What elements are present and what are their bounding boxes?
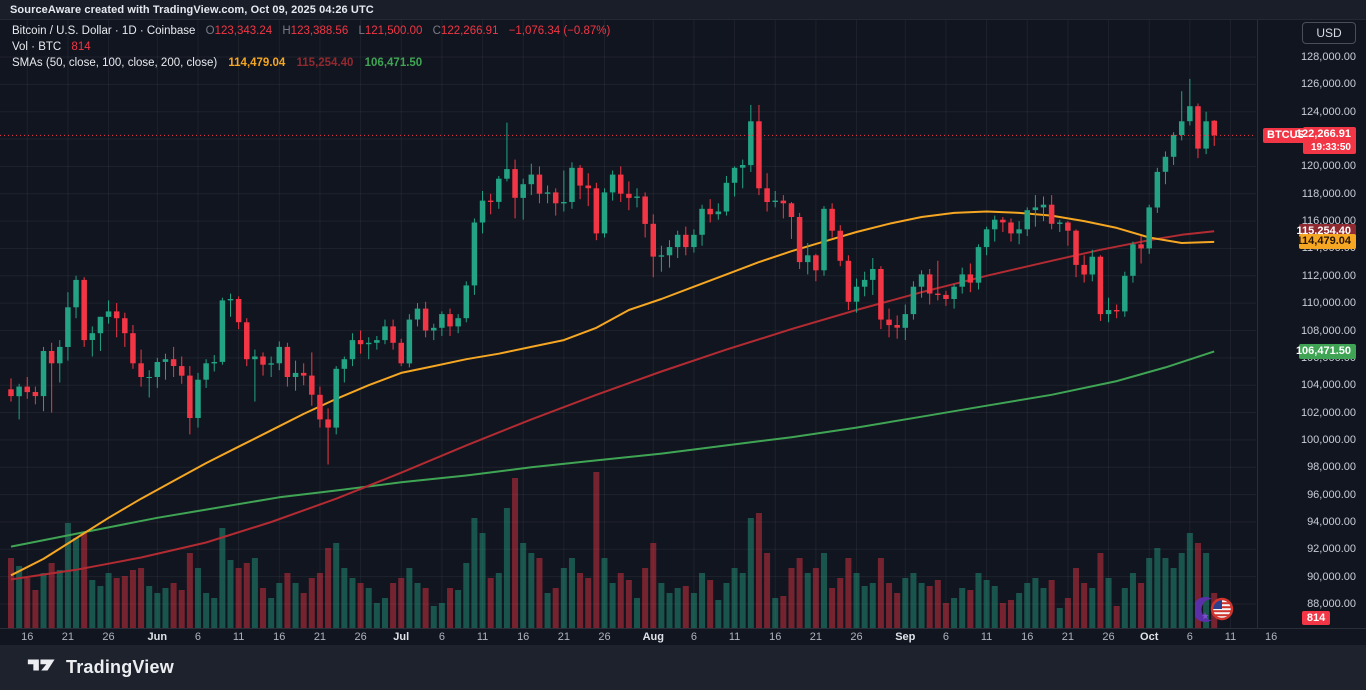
sma200-value: 106,471.50: [364, 57, 423, 69]
symbol-title: Bitcoin / U.S. Dollar · 1D · Coinbase: [12, 25, 196, 37]
symbol-legend-row[interactable]: Bitcoin / U.S. Dollar · 1D · Coinbase O1…: [12, 24, 610, 39]
chart-legend: Bitcoin / U.S. Dollar · 1D · Coinbase O1…: [12, 24, 610, 72]
time-tick-label: Sep: [895, 631, 916, 643]
sma-price-badge: 114,479.04: [1297, 234, 1356, 250]
time-tick-label: 16: [1265, 631, 1278, 643]
price-tick-label: 124,000.00: [1300, 105, 1356, 118]
time-tick-label: 16: [273, 631, 286, 643]
price-tick-label: 128,000.00: [1300, 51, 1356, 63]
time-tick-label: 21: [1061, 631, 1075, 643]
price-axis[interactable]: 128,000.00126,000.00124,000.00122,000.00…: [1257, 20, 1366, 628]
time-tick-label: 21: [809, 631, 822, 643]
open-label: O: [205, 25, 215, 37]
time-tick-label: Jul: [393, 631, 410, 643]
low-label: L: [358, 25, 365, 37]
sma-legend-row[interactable]: SMAs (50, close, 100, close, 200, close)…: [12, 56, 610, 71]
time-tick-label: 6: [194, 631, 202, 643]
low-value: 121,500.00: [364, 25, 423, 37]
sma-price-badge: 106,471.50: [1296, 343, 1356, 359]
attribution-text: SourceAware created with TradingView.com…: [10, 3, 374, 16]
price-tick-label: 88,000.00: [1307, 598, 1356, 610]
high-label: H: [282, 25, 291, 37]
price-tick-label: 108,000.00: [1300, 324, 1356, 337]
time-tick-label: 11: [476, 631, 489, 643]
time-tick-label: 16: [21, 631, 34, 643]
time-tick-label: 6: [942, 631, 949, 643]
price-tick-label: 90,000.00: [1307, 570, 1356, 583]
price-tick-label: 102,000.00: [1300, 406, 1356, 419]
time-tick-label: Oct: [1140, 631, 1159, 643]
time-tick-label: 16: [517, 631, 530, 643]
volume-label: Vol · BTC: [12, 41, 62, 53]
time-tick-label: 21: [61, 631, 75, 643]
time-tick-label: 21: [557, 631, 570, 643]
time-tick-label: 11: [232, 631, 245, 643]
high-value: 123,388.56: [290, 25, 349, 37]
price-tick-label: 94,000.00: [1307, 515, 1356, 528]
attribution-bar: SourceAware created with TradingView.com…: [0, 0, 1366, 20]
time-tick-label: 26: [1102, 631, 1115, 643]
time-tick-label: 6: [1186, 631, 1193, 643]
time-tick-label: 11: [1224, 631, 1237, 643]
price-tick-label: 112,000.00: [1301, 269, 1356, 282]
candlestick-chart[interactable]: [0, 20, 1256, 628]
last-price-badge: 122,266.91 19:33:50: [1296, 127, 1356, 155]
volume-value-badge: 814: [1302, 611, 1330, 625]
price-tick-label: 120,000.00: [1300, 160, 1356, 173]
price-tick-label: 126,000.00: [1300, 78, 1356, 91]
time-tick-label: 26: [102, 631, 115, 643]
time-tick-label: 26: [354, 631, 367, 643]
time-tick-label: 6: [690, 631, 697, 643]
time-tick-label: Jun: [147, 631, 168, 643]
time-tick-label: 21: [313, 631, 327, 643]
time-axis[interactable]: 16 21 26 Jun 6 11 16 21 26 Jul 6 11 16 21 26 Aug 6 11 16 21…: [0, 628, 1366, 645]
time-tick-label: 26: [598, 631, 611, 643]
close-value: 122,266.91: [440, 25, 499, 37]
price-tick-label: 98,000.00: [1307, 461, 1356, 474]
price-tick-label: 110,000.00: [1301, 297, 1356, 310]
close-label: C: [432, 25, 441, 37]
time-tick-label: 16: [1021, 631, 1034, 643]
flag-moon-emblem-icon: [1192, 595, 1237, 630]
time-tick-label: 11: [728, 631, 741, 643]
change-value: −1,076.34 (−0.87%): [508, 25, 611, 37]
footer-bar: TradingView: [0, 645, 1366, 690]
price-tick-label: 92,000.00: [1307, 543, 1356, 556]
tradingview-logo-icon[interactable]: [27, 654, 57, 681]
open-value: 123,343.24: [214, 25, 273, 37]
time-tick-label: 16: [769, 631, 782, 643]
time-tick-label: Aug: [642, 631, 664, 643]
currency-toggle-button[interactable]: USD: [1302, 22, 1356, 44]
sma-label: SMAs (50, close, 100, close, 200, close): [12, 57, 218, 69]
price-tick-label: 104,000.00: [1300, 379, 1356, 392]
sma50-value: 114,479.04: [228, 57, 286, 69]
time-tick-label: 26: [850, 631, 863, 643]
price-tick-label: 118,000.00: [1301, 187, 1356, 200]
price-tick-label: 100,000.00: [1300, 433, 1356, 446]
volume-value: 814: [71, 41, 91, 53]
time-tick-label: 11: [980, 631, 993, 643]
time-tick-label: 6: [438, 631, 445, 643]
brand-name[interactable]: TradingView: [66, 657, 174, 677]
volume-legend-row[interactable]: Vol · BTC 814: [12, 40, 610, 55]
price-tick-label: 96,000.00: [1307, 488, 1356, 501]
sma100-value: 115,254.40: [296, 57, 354, 69]
